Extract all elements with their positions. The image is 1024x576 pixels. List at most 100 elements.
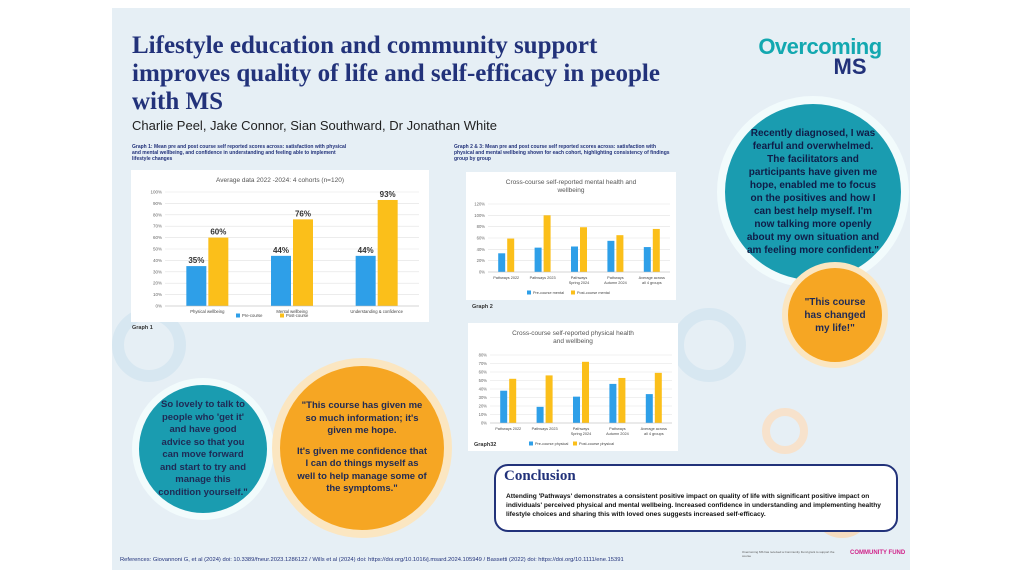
category-label-line: Pathways: [609, 427, 626, 431]
data-label: 35%: [188, 256, 204, 265]
data-label: 76%: [295, 209, 311, 218]
legend-label: Post-course: [286, 313, 309, 318]
graph1-panel: Average data 2022 -2024: 4 cohorts (n=12…: [131, 170, 429, 322]
y-tick-label: 40%: [477, 247, 486, 252]
legend-label: Pre-course physical: [535, 442, 568, 446]
legend-swatch: [573, 441, 577, 446]
category-label-line: Pathways 2023: [532, 427, 558, 431]
y-tick-label: 120%: [474, 202, 485, 207]
graph2-chart: Cross-course self-reported mental health…: [474, 179, 670, 295]
bar-post: [377, 199, 398, 306]
y-tick-label: 0%: [481, 421, 487, 426]
category-label-line: Physical wellbeing: [190, 309, 225, 314]
category-label: Pathways Autumn 2024: [606, 427, 629, 436]
bar-post: [582, 361, 589, 423]
data-label: 44%: [273, 246, 289, 255]
legend-swatch: [571, 290, 575, 295]
y-tick-label: 100%: [150, 190, 162, 195]
y-tick-label: 80%: [477, 224, 486, 229]
data-label: 60%: [210, 228, 226, 237]
y-tick-label: 60%: [479, 370, 488, 375]
y-tick-label: 0%: [155, 304, 162, 309]
bar-post: [616, 235, 624, 272]
poster: Lifestyle education and community suppor…: [112, 8, 910, 570]
quote-bubble-2: "This course has changed my life!": [782, 262, 888, 368]
graph3-panel: Cross-course self-reported physical heal…: [468, 323, 678, 451]
bar-pre: [500, 390, 508, 423]
data-label: 44%: [358, 246, 374, 255]
bar-pre: [571, 246, 578, 272]
y-tick-label: 0%: [479, 270, 485, 275]
category-label: Average across all 4 groups: [641, 427, 667, 436]
bar-post: [618, 377, 626, 423]
bar-post: [580, 227, 587, 272]
bar-post: [509, 378, 517, 423]
category-label: Mental wellbeing: [276, 309, 308, 314]
category-label-line: Pathways 2022: [493, 276, 519, 280]
authors: Charlie Peel, Jake Connor, Sian Southwar…: [132, 118, 497, 133]
category-label-line: Pathways 2022: [495, 427, 521, 431]
bar-pre: [271, 255, 291, 306]
graph2-label: Graph 2: [472, 304, 493, 310]
chart-title: Cross-course self-reported physical heal…: [512, 330, 634, 345]
graph23-caption: Graph 2 & 3: Mean pre and post course se…: [454, 144, 670, 162]
category-label: Pathways 2022: [495, 427, 521, 431]
category-label-line: Pathways: [607, 276, 624, 280]
bar-pre: [607, 240, 615, 272]
category-label: Pathways 2023: [530, 276, 556, 280]
category-label: Pathways Spring 2024: [569, 276, 589, 285]
quote-bubble-4: "This course has given me so much inform…: [272, 358, 452, 538]
legend-label: Pre-course mental: [533, 291, 564, 295]
background-ring: [762, 408, 808, 454]
legend-swatch: [527, 290, 531, 295]
legend-label: Post-course mental: [577, 291, 610, 295]
graph3-label: Graph32: [474, 442, 497, 448]
bar-pre: [573, 396, 580, 423]
logo-line-2: MS: [833, 54, 867, 79]
logo-line-1: Overcoming: [758, 34, 882, 59]
y-tick-label: 70%: [479, 361, 488, 366]
category-label: Physical wellbeing: [190, 309, 225, 314]
bar-pre: [645, 394, 653, 423]
chart-title-line: Cross-course self-reported physical heal…: [512, 330, 634, 337]
bar-post: [652, 228, 660, 272]
community-fund-logo: COMMUNITY FUND: [850, 550, 906, 556]
category-label: Understanding & confidence: [350, 309, 403, 314]
category-label-line: all 4 groups: [644, 432, 664, 436]
y-tick-label: 20%: [477, 258, 486, 263]
bar-post: [545, 375, 553, 423]
quote-bubble-1: Recently diagnosed, I was fearful and ov…: [717, 96, 909, 288]
bar-post: [507, 238, 515, 272]
legend-swatch: [236, 313, 240, 318]
chart-title: Cross-course self-reported mental health…: [506, 179, 637, 194]
category-label-line: Understanding & confidence: [350, 309, 403, 314]
category-label: Pathways 2023: [532, 427, 558, 431]
category-label: Pathways Spring 2024: [571, 427, 591, 436]
category-label-line: Pathways: [571, 276, 588, 280]
bar-post: [208, 237, 229, 306]
y-tick-label: 90%: [153, 201, 162, 206]
quote-3-text: So lovely to talk to people who 'get it'…: [158, 399, 248, 498]
graph3-chart: Cross-course self-reported physical heal…: [479, 330, 672, 446]
bar-pre: [355, 255, 376, 306]
category-label-line: Average across: [641, 427, 667, 431]
chart-title-line: and wellbeing: [553, 338, 593, 345]
category-label-line: Spring 2024: [571, 432, 591, 436]
conclusion-text: Attending 'Pathways' demonstrates a cons…: [506, 493, 881, 518]
quote-4-text-a: "This course has given me so much inform…: [301, 400, 423, 437]
category-label: Pathways Autumn 2024: [604, 276, 627, 285]
bar-post: [654, 372, 662, 423]
y-tick-label: 50%: [479, 378, 488, 383]
chart-title: Average data 2022 -2024: 4 cohorts (n=12…: [216, 177, 344, 184]
y-tick-label: 50%: [153, 247, 162, 252]
quote-4-text-b: It's given me confidence that I can do t…: [296, 445, 427, 495]
category-label-line: Autumn 2024: [606, 432, 629, 436]
graph2-panel: Cross-course self-reported mental health…: [466, 172, 676, 300]
category-label-line: Mental wellbeing: [276, 309, 308, 314]
graph1-chart: Average data 2022 -2024: 4 cohorts (n=12…: [150, 177, 419, 318]
y-tick-label: 10%: [479, 412, 488, 417]
graph1-label: Graph 1: [132, 325, 153, 331]
background-ring: [672, 308, 746, 382]
quote-2-text: "This course has changed my life!": [804, 296, 866, 334]
bar-pre: [536, 406, 544, 423]
